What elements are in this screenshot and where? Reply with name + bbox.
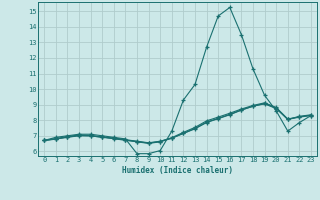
- X-axis label: Humidex (Indice chaleur): Humidex (Indice chaleur): [122, 166, 233, 175]
